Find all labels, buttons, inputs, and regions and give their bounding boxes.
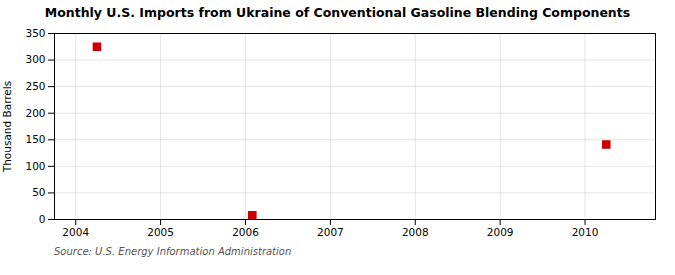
svg-text:100: 100 xyxy=(25,160,45,172)
svg-text:50: 50 xyxy=(32,186,45,198)
svg-text:350: 350 xyxy=(25,27,45,39)
svg-text:2007: 2007 xyxy=(317,226,344,238)
svg-text:2008: 2008 xyxy=(402,226,429,238)
svg-text:250: 250 xyxy=(25,80,45,92)
svg-text:300: 300 xyxy=(25,53,45,65)
svg-text:2004: 2004 xyxy=(62,226,89,238)
svg-text:2010: 2010 xyxy=(572,226,599,238)
svg-text:200: 200 xyxy=(25,107,45,119)
html-text:Source: U.S. Energy Informatio: Source: U.S. Energy Information Administ… xyxy=(54,246,292,257)
svg-text:2009: 2009 xyxy=(487,226,514,238)
svg-text:2006: 2006 xyxy=(232,226,259,238)
svg-text:Thousand Barrels: Thousand Barrels xyxy=(1,81,13,173)
svg-text:0: 0 xyxy=(39,213,46,225)
svg-text:2005: 2005 xyxy=(147,226,174,238)
html-text:Monthly U.S. Imports from Ukra: Monthly U.S. Imports from Ukraine of Con… xyxy=(44,5,631,20)
svg-text:150: 150 xyxy=(25,133,45,145)
